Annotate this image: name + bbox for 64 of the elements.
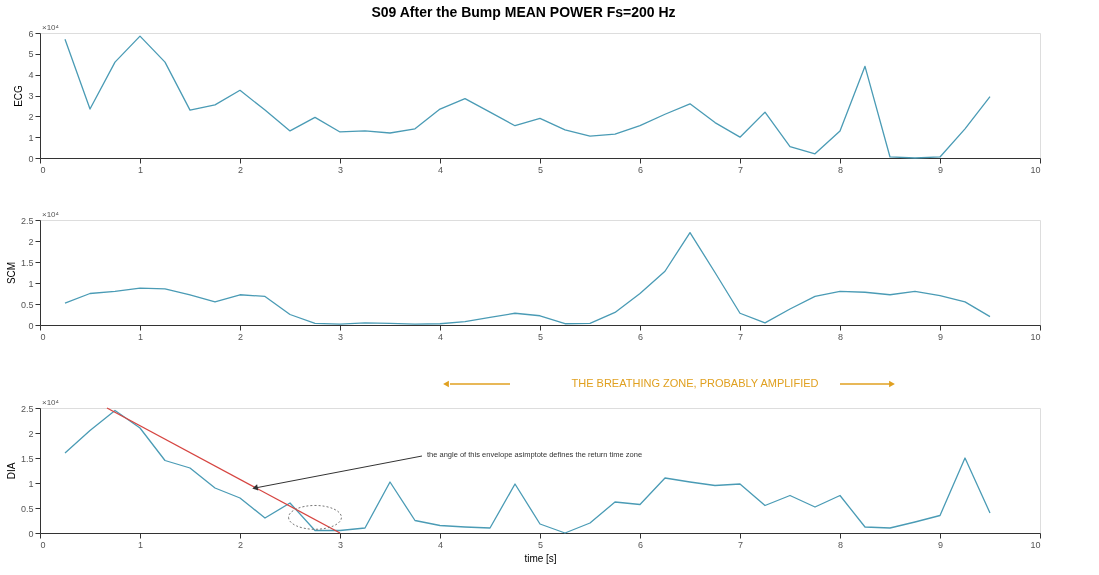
text: ×10⁴: [42, 398, 60, 407]
text: THE BREATHING ZONE, PROBABLY AMPLIFIED: [571, 377, 819, 389]
x-tick-label: 6: [637, 164, 644, 175]
y-axis-title: ECG: [13, 84, 25, 107]
y-tick-label: 1.5: [20, 257, 34, 268]
line-series: [64, 35, 991, 159]
x-tick-label: 10: [1030, 164, 1041, 175]
y-tick-label: 0.5: [20, 299, 34, 310]
x-tick-label: 8: [837, 164, 844, 175]
x-tick-label: 6: [637, 539, 644, 550]
line-series: [64, 409, 991, 534]
y-tick-label: 2.5: [20, 403, 34, 414]
x-tick-label: 9: [937, 539, 944, 550]
x-tick-label: 2: [237, 331, 244, 342]
y-tick-label: 1: [28, 478, 34, 489]
x-tick-label: 4: [437, 164, 444, 175]
y-tick-label: 2: [28, 111, 34, 122]
x-tick-label: 0: [40, 539, 46, 550]
x-tick-label: 10: [1030, 331, 1041, 342]
x-tick-label: 4: [437, 331, 444, 342]
x-tick-label: 1: [137, 539, 144, 550]
x-tick-label: 7: [737, 331, 744, 342]
y-tick-label: 0: [28, 320, 34, 331]
x-tick-label: 8: [837, 539, 844, 550]
x-tick-label: 7: [737, 539, 744, 550]
x-tick-label: 9: [937, 331, 944, 342]
x-axis-title: time [s]: [524, 552, 557, 564]
y-tick-label: 6: [28, 28, 34, 39]
y-tick-label: 2: [28, 428, 34, 439]
x-tick-label: 0: [40, 164, 46, 175]
y-tick-label: 1: [28, 132, 34, 143]
y-tick-label: 5: [28, 49, 34, 60]
x-tick-label: 1: [137, 331, 144, 342]
line-series: [64, 231, 991, 325]
x-tick-label: 2: [237, 164, 244, 175]
x-tick-label: 6: [637, 331, 644, 342]
x-tick-label: 2: [237, 539, 244, 550]
text: ×10⁴: [42, 23, 60, 32]
x-tick-label: 5: [537, 331, 544, 342]
x-tick-label: 3: [337, 539, 344, 550]
x-tick-label: 3: [337, 164, 344, 175]
x-tick-label: 7: [737, 164, 744, 175]
y-axis-title: DIA: [5, 462, 17, 480]
x-tick-label: 10: [1030, 539, 1041, 550]
x-tick-label: 8: [837, 331, 844, 342]
y-tick-label: 1.5: [20, 453, 34, 464]
y-axis-title: SCM: [5, 261, 17, 285]
y-tick-label: 2: [28, 236, 34, 247]
y-tick-label: 0: [28, 153, 34, 164]
x-tick-label: 1: [137, 164, 144, 175]
x-tick-label: 5: [537, 539, 544, 550]
y-tick-label: 2.5: [20, 215, 34, 226]
y-tick-label: 3: [28, 91, 34, 101]
y-tick-label: 0.5: [20, 503, 34, 514]
x-tick-label: 5: [537, 164, 544, 175]
y-tick-label: 1: [28, 278, 34, 289]
text: ×10⁴: [42, 210, 60, 219]
y-tick-label: 4: [28, 70, 34, 81]
x-tick-label: 3: [337, 331, 344, 342]
chart-title: S09 After the Bump MEAN POWER Fs=200 Hz: [371, 3, 676, 20]
x-tick-label: 4: [437, 539, 444, 550]
x-tick-label: 0: [40, 331, 46, 342]
y-tick-label: 0: [28, 528, 34, 539]
x-tick-label: 9: [937, 164, 944, 175]
